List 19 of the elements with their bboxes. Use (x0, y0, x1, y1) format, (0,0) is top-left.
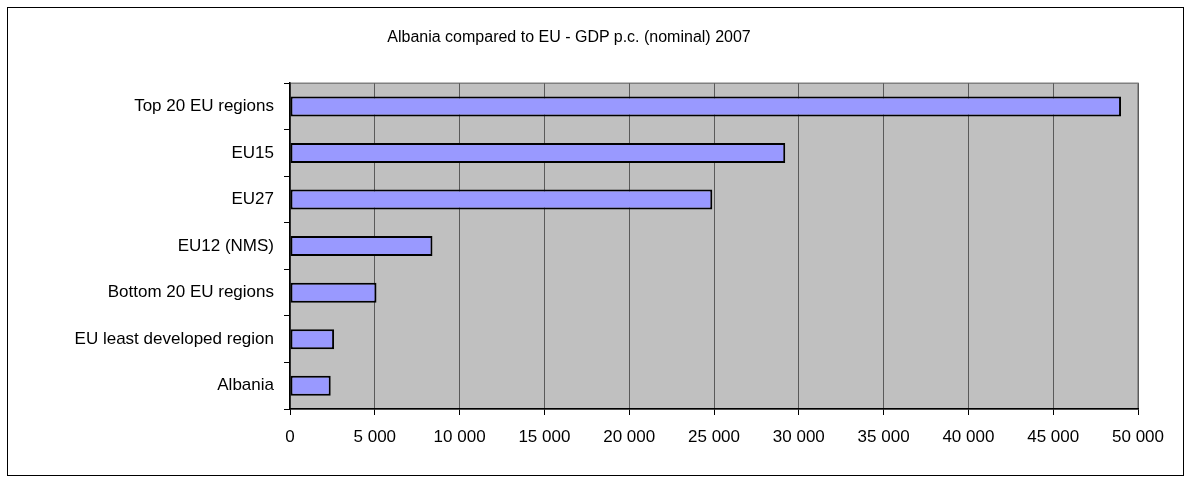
x-tick-label: 40 000 (942, 426, 995, 446)
y-tick-label: Albania (217, 375, 275, 395)
x-tick-label: 30 000 (772, 426, 825, 446)
y-tick-label: EU least developed region (74, 328, 274, 348)
x-tick-label: 35 000 (857, 426, 910, 446)
chart-title: Albania compared to EU - GDP p.c. (nominal) 2007 (387, 28, 751, 46)
y-tick-label: EU12 (NMS) (177, 235, 274, 255)
x-tick-label: 20 000 (603, 426, 656, 446)
x-tick-label: 50 000 (1112, 426, 1164, 446)
y-tick-label: EU27 (231, 189, 274, 209)
y-tick-label: Top 20 EU regions (134, 96, 274, 116)
x-tick-label: 10 000 (433, 426, 486, 446)
x-tick-label: 15 000 (518, 426, 571, 446)
y-tick-label: Bottom 20 EU regions (107, 282, 274, 302)
x-tick-label: 25 000 (688, 426, 740, 446)
y-tick-label: EU15 (231, 142, 274, 162)
x-tick-label: 0 (285, 426, 295, 446)
x-tick-label: 45 000 (1027, 426, 1080, 446)
x-tick-label: 5 000 (353, 426, 397, 446)
